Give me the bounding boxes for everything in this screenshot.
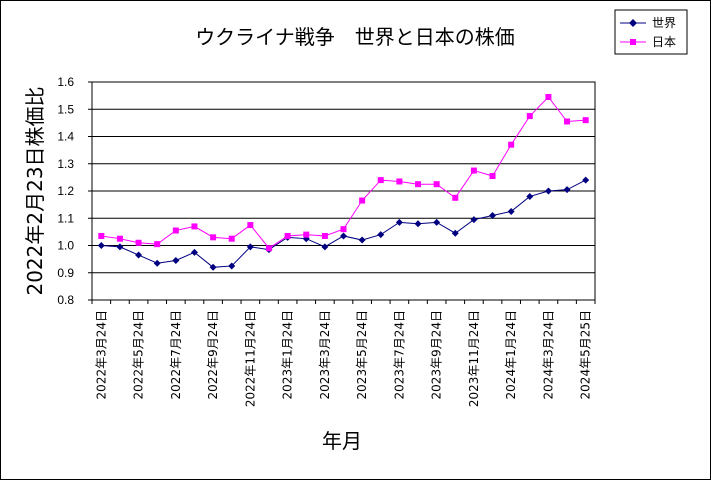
data-point <box>284 232 291 239</box>
x-tick-label: 2023年5月24日 <box>355 310 369 399</box>
y-tick-label: 1.3 <box>57 157 74 171</box>
data-point <box>377 231 385 239</box>
data-point <box>489 173 496 180</box>
x-tick-label: 2022年3月24日 <box>94 310 108 399</box>
y-ticks: 0.8 0.9 1.0 1.1 1.2 1.3 1.4 1.5 1.6 <box>57 75 92 307</box>
data-point <box>582 117 589 124</box>
data-point <box>303 231 310 238</box>
x-tick-label: 2024年1月24日 <box>504 310 518 399</box>
x-tick-label: 2022年5月24日 <box>132 310 146 399</box>
series-line-0 <box>101 179 586 268</box>
data-point <box>377 177 384 184</box>
legend-marker-japan <box>630 39 636 45</box>
data-point <box>209 263 217 271</box>
y-tick-label: 1.2 <box>57 184 74 198</box>
data-point <box>172 256 180 264</box>
chart-title: ウクライナ戦争 世界と日本の株価 <box>195 25 515 49</box>
x-axis-label: 年月 <box>322 429 362 453</box>
y-tick-label: 0.9 <box>57 266 74 280</box>
data-point <box>321 232 328 239</box>
data-point <box>265 245 272 252</box>
data-point <box>172 227 179 234</box>
data-point <box>321 243 329 251</box>
x-ticks: 2022年3月24日 2022年5月24日 2022年7月24日 2022年9月24日… <box>91 300 596 407</box>
x-tick-label: 2023年11月24日 <box>467 310 481 407</box>
x-tick-label: 2022年11月24日 <box>243 310 257 407</box>
data-point <box>396 178 403 185</box>
data-point <box>414 220 422 228</box>
legend-marker-world <box>629 19 637 27</box>
x-tick-label: 2024年3月24日 <box>541 310 555 399</box>
y-tick-label: 1.6 <box>57 75 74 89</box>
data-point <box>526 192 534 200</box>
data-point <box>507 207 515 215</box>
data-point <box>544 187 552 195</box>
data-point <box>433 218 441 226</box>
data-point <box>247 222 254 229</box>
data-point <box>415 181 422 188</box>
data-point <box>452 194 459 201</box>
data-point <box>470 167 477 174</box>
x-tick-label: 2023年9月24日 <box>430 310 444 399</box>
y-tick-label: 1.1 <box>57 211 74 225</box>
data-point <box>97 242 105 249</box>
y-tick-label: 1.5 <box>57 102 74 116</box>
data-point <box>545 93 552 100</box>
y-tick-label: 1.4 <box>57 130 74 144</box>
data-point <box>228 235 235 242</box>
x-tick-label: 2023年1月24日 <box>281 310 295 399</box>
legend-label-world: 世界 <box>652 16 676 30</box>
data-point <box>153 259 161 267</box>
data-point <box>451 229 459 237</box>
data-point <box>191 223 198 230</box>
legend-label-japan: 日本 <box>652 35 676 49</box>
data-point <box>210 234 217 241</box>
data-point <box>340 226 347 233</box>
data-point <box>246 243 254 251</box>
data-point <box>228 262 236 270</box>
series-group <box>97 93 590 271</box>
data-point <box>508 141 515 148</box>
data-point <box>526 113 533 120</box>
series-line-1 <box>101 96 586 249</box>
data-point <box>489 212 497 220</box>
data-point <box>135 251 143 259</box>
y-tick-label: 1.0 <box>57 239 74 253</box>
x-tick-label: 2022年9月24日 <box>206 310 220 399</box>
data-point <box>340 232 347 240</box>
data-point <box>190 248 198 256</box>
gridlines <box>92 108 595 274</box>
data-point <box>98 232 105 239</box>
y-axis-label: 2022年2月23日株価比 <box>23 86 47 295</box>
legend: 世界 日本 <box>614 9 688 55</box>
x-tick-label: 2022年7月24日 <box>169 310 183 399</box>
data-point <box>395 218 403 226</box>
data-point <box>564 118 571 125</box>
x-tick-label: 2024年5月25日 <box>579 310 593 399</box>
data-point <box>154 241 161 248</box>
data-point <box>582 176 590 184</box>
legend-box <box>614 9 688 55</box>
data-point <box>135 239 142 246</box>
x-tick-label: 2023年3月24日 <box>318 310 332 399</box>
data-point <box>358 236 366 244</box>
y-tick-label: 0.8 <box>57 293 74 307</box>
x-tick-label: 2023年7月24日 <box>392 310 406 399</box>
data-point <box>433 181 440 188</box>
data-point <box>116 235 123 242</box>
data-point <box>563 186 571 194</box>
data-point <box>359 197 366 204</box>
data-point <box>116 243 124 251</box>
data-point <box>470 216 478 224</box>
